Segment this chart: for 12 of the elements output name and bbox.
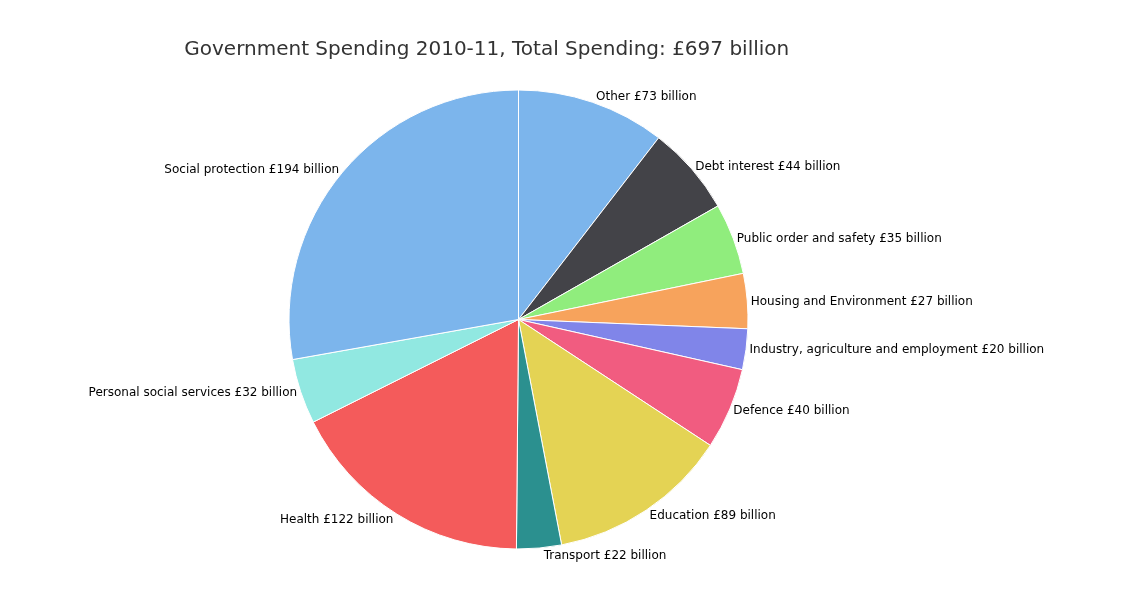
slice-label: Defence £40 billion [733, 403, 850, 418]
chart-title: Government Spending 2010-11, Total Spending: £697 billion [184, 36, 790, 61]
slice-label: Other £73 billion [596, 89, 697, 104]
slice-label: Housing and Environment £27 billion [750, 293, 973, 308]
slice-label: Personal social services £32 billion [88, 385, 298, 400]
slice-label: Health £122 billion [279, 512, 394, 527]
slice-label: Education £89 billion [649, 508, 776, 523]
slice-label: Social protection £194 billion [164, 162, 340, 177]
slice-label: Transport £22 billion [542, 548, 667, 563]
slice-label: Industry, agriculture and employment £20 billion [749, 342, 1045, 357]
slice-label: Debt interest £44 billion [695, 158, 841, 173]
slice-label: Public order and safety £35 billion [736, 230, 942, 245]
